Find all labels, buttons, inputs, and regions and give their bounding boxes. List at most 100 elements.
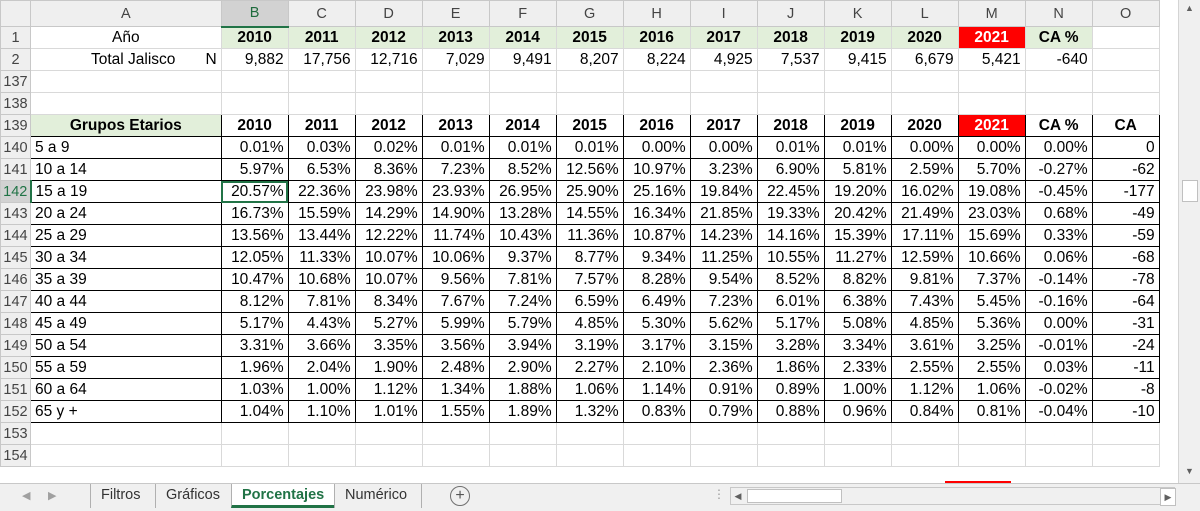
year-header-cell[interactable]: 2013 <box>421 114 490 137</box>
age-group-label[interactable]: 15 a 19 <box>30 180 222 203</box>
percent-cell[interactable]: 19.08% <box>957 180 1026 203</box>
percent-cell[interactable]: 8.12% <box>220 290 289 313</box>
percent-cell[interactable]: 7.37% <box>957 268 1026 291</box>
ca-pct-cell[interactable]: -0.01% <box>1024 334 1093 357</box>
percent-cell[interactable]: 1.00% <box>287 378 356 401</box>
percent-cell[interactable]: 7.43% <box>890 290 959 313</box>
row-header[interactable]: 140 <box>0 136 31 159</box>
percent-cell[interactable]: 7.23% <box>689 290 758 313</box>
percent-cell[interactable]: 0.96% <box>823 400 892 423</box>
cell[interactable] <box>957 444 1026 467</box>
vertical-scrollbar[interactable]: ▲ ▼ <box>1178 0 1200 483</box>
percent-cell[interactable]: 1.55% <box>421 400 490 423</box>
cell[interactable] <box>957 70 1026 93</box>
year-header-cell[interactable]: 2018 <box>756 114 825 137</box>
percent-cell[interactable]: 0.81% <box>957 400 1026 423</box>
percent-cell[interactable]: 3.19% <box>555 334 624 357</box>
percent-cell[interactable]: 3.28% <box>756 334 825 357</box>
percent-cell[interactable]: 5.17% <box>756 312 825 335</box>
percent-cell[interactable]: 14.90% <box>421 202 490 225</box>
row-header[interactable]: 150 <box>0 356 31 379</box>
row-header[interactable]: 145 <box>0 246 31 269</box>
percent-cell[interactable]: 1.10% <box>287 400 356 423</box>
percent-cell[interactable]: 3.35% <box>354 334 423 357</box>
cell[interactable] <box>823 422 892 445</box>
percent-cell[interactable]: 16.34% <box>622 202 691 225</box>
percent-cell[interactable]: 4.85% <box>890 312 959 335</box>
value-cell[interactable]: 17,756 <box>287 48 356 71</box>
ca-cell[interactable]: -177 <box>1091 180 1160 203</box>
tab-porcentajes[interactable]: Porcentajes <box>231 484 336 508</box>
cell[interactable] <box>890 422 959 445</box>
percent-cell[interactable]: 9.56% <box>421 268 490 291</box>
percent-cell[interactable]: 3.23% <box>689 158 758 181</box>
cell[interactable] <box>689 422 758 445</box>
percent-cell[interactable]: 19.33% <box>756 202 825 225</box>
percent-cell[interactable]: 14.55% <box>555 202 624 225</box>
row-header[interactable]: 152 <box>0 400 31 423</box>
row-header[interactable]: 143 <box>0 202 31 225</box>
percent-cell[interactable]: 8.34% <box>354 290 423 313</box>
percent-cell[interactable]: 23.03% <box>957 202 1026 225</box>
spreadsheet-grid[interactable]: A B C D E F G H I J K L M N O 1 Año 2010 2011 2012 2013 2014 2… <box>0 0 1178 483</box>
percent-cell[interactable]: 0.01% <box>555 136 624 159</box>
percent-cell[interactable]: 0.91% <box>689 378 758 401</box>
column-header-n[interactable]: N <box>1024 0 1093 27</box>
horizontal-scrollbar[interactable]: ◀ <box>730 487 1175 505</box>
column-header-j[interactable]: J <box>756 0 825 27</box>
column-header-i[interactable]: I <box>689 0 758 27</box>
percent-cell[interactable]: 2.33% <box>823 356 892 379</box>
percent-cell[interactable]: 5.81% <box>823 158 892 181</box>
cell[interactable] <box>756 422 825 445</box>
percent-cell[interactable]: 5.36% <box>957 312 1026 335</box>
row-header[interactable]: 148 <box>0 312 31 335</box>
cell[interactable] <box>421 70 490 93</box>
ca-pct-cell[interactable]: 0.68% <box>1024 202 1093 225</box>
cell[interactable] <box>354 92 423 115</box>
tab-next-icon[interactable]: ▶ <box>48 490 57 502</box>
percent-cell[interactable]: 7.57% <box>555 268 624 291</box>
cell[interactable] <box>756 444 825 467</box>
year-header-cell[interactable]: 2014 <box>488 26 557 49</box>
percent-cell[interactable]: 0.01% <box>756 136 825 159</box>
percent-cell[interactable]: 20.42% <box>823 202 892 225</box>
value-cell[interactable]: 6,679 <box>890 48 959 71</box>
percent-cell[interactable]: 0.01% <box>488 136 557 159</box>
percent-cell[interactable]: 2.27% <box>555 356 624 379</box>
percent-cell[interactable]: 23.93% <box>421 180 490 203</box>
row-header[interactable]: 141 <box>0 158 31 181</box>
percent-cell[interactable]: 8.28% <box>622 268 691 291</box>
cell[interactable] <box>1024 70 1093 93</box>
year-header-cell[interactable]: 2019 <box>823 26 892 49</box>
percent-cell[interactable]: 0.00% <box>689 136 758 159</box>
percent-cell[interactable]: 1.14% <box>622 378 691 401</box>
percent-cell[interactable]: 7.23% <box>421 158 490 181</box>
age-group-label[interactable]: 20 a 24 <box>30 202 222 225</box>
percent-cell[interactable]: 8.77% <box>555 246 624 269</box>
row-header[interactable]: 138 <box>0 92 31 115</box>
percent-cell[interactable]: 6.38% <box>823 290 892 313</box>
percent-cell[interactable]: 3.17% <box>622 334 691 357</box>
column-header-e[interactable]: E <box>421 0 490 27</box>
cell[interactable] <box>890 444 959 467</box>
ca-pct-cell[interactable]: -0.04% <box>1024 400 1093 423</box>
cell[interactable] <box>287 422 356 445</box>
percent-cell[interactable]: 5.79% <box>488 312 557 335</box>
percent-cell[interactable]: 9.37% <box>488 246 557 269</box>
percent-cell[interactable]: 21.49% <box>890 202 959 225</box>
cell-table[interactable]: A B C D E F G H I J K L M N O 1 Año 2010 2011 2012 2013 2014 2… <box>0 0 1160 467</box>
tab-split-handle[interactable]: ⋮ <box>713 487 726 501</box>
percent-cell[interactable]: 13.56% <box>220 224 289 247</box>
percent-cell[interactable]: 9.81% <box>890 268 959 291</box>
percent-cell[interactable]: 13.28% <box>488 202 557 225</box>
column-header-c[interactable]: C <box>287 0 356 27</box>
ca-cell[interactable]: -10 <box>1091 400 1160 423</box>
ca-cell[interactable]: -24 <box>1091 334 1160 357</box>
ca-cell[interactable]: -64 <box>1091 290 1160 313</box>
cell[interactable] <box>354 444 423 467</box>
cell[interactable] <box>1024 444 1093 467</box>
column-header-k[interactable]: K <box>823 0 892 27</box>
percent-cell[interactable]: 1.89% <box>488 400 557 423</box>
percent-cell[interactable]: 15.39% <box>823 224 892 247</box>
percent-cell[interactable]: 5.17% <box>220 312 289 335</box>
